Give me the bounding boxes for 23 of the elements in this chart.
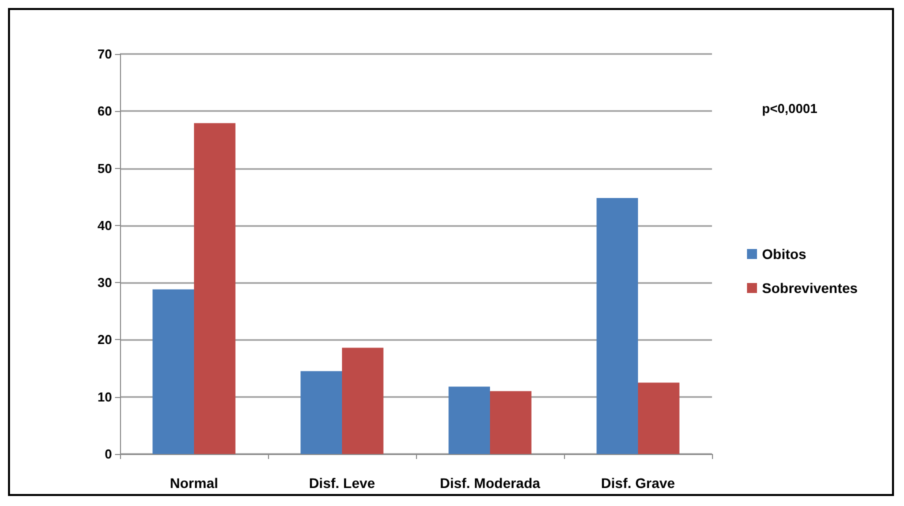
y-tick-label: 70 xyxy=(98,46,112,62)
x-tick-label: Disf. Grave xyxy=(601,475,676,491)
y-tick-label: 60 xyxy=(98,104,112,119)
text: p<0,0001 xyxy=(762,101,818,116)
bar xyxy=(638,382,680,454)
bar xyxy=(448,386,490,454)
legend-label: Sobreviventes xyxy=(762,280,858,296)
y-tick-label: 20 xyxy=(98,332,112,348)
y-tick-label: 50 xyxy=(98,160,112,176)
y-tick-label: 30 xyxy=(98,275,112,290)
bar xyxy=(300,371,342,454)
x-tick-label: Disf. Leve xyxy=(308,475,376,491)
bar xyxy=(194,123,236,454)
bar xyxy=(490,391,532,454)
y-tick-label: 10 xyxy=(98,389,112,404)
bar xyxy=(152,289,194,454)
x-tick-label: Disf. Moderada xyxy=(440,475,540,491)
x-tick-label: Normal xyxy=(170,475,218,491)
legend-label: Obitos xyxy=(762,246,807,262)
y-tick-label: 40 xyxy=(98,218,112,233)
bar xyxy=(342,348,384,454)
y-tick-label: 0 xyxy=(104,446,112,462)
bar xyxy=(596,198,638,454)
